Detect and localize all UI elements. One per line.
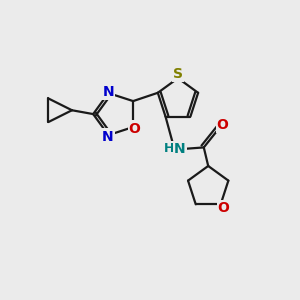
Text: O: O: [217, 118, 229, 132]
Text: S: S: [173, 67, 183, 81]
Text: H: H: [164, 142, 174, 155]
Text: N: N: [103, 85, 114, 99]
Text: O: O: [218, 201, 230, 215]
Text: N: N: [102, 130, 114, 144]
Text: N: N: [174, 142, 185, 156]
Text: O: O: [129, 122, 140, 136]
